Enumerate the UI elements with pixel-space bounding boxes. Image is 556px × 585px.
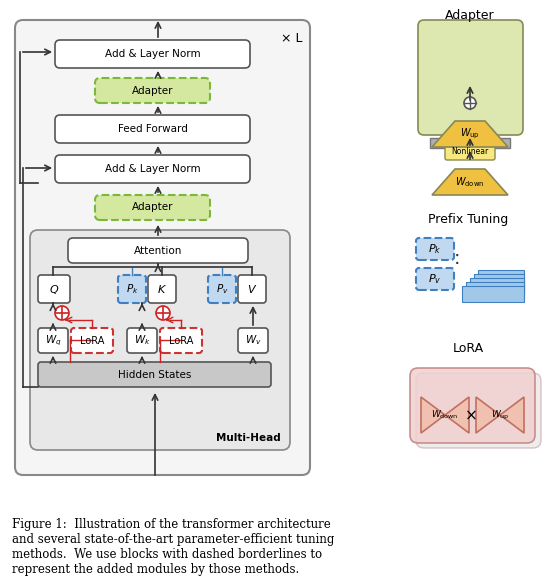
Text: :: :: [454, 249, 460, 267]
FancyBboxPatch shape: [95, 195, 210, 220]
Text: Adapter: Adapter: [132, 202, 173, 212]
Text: $Q$: $Q$: [49, 283, 59, 295]
FancyBboxPatch shape: [416, 238, 454, 260]
Text: Adapter: Adapter: [132, 85, 173, 95]
Text: $\times$: $\times$: [464, 408, 476, 422]
Text: Add & Layer Norm: Add & Layer Norm: [105, 49, 200, 59]
FancyBboxPatch shape: [15, 20, 310, 475]
FancyBboxPatch shape: [68, 238, 248, 263]
Circle shape: [55, 306, 69, 320]
FancyBboxPatch shape: [55, 115, 250, 143]
Text: $P_v$: $P_v$: [216, 282, 229, 296]
FancyBboxPatch shape: [445, 144, 495, 160]
Text: LoRA: LoRA: [453, 342, 484, 355]
FancyBboxPatch shape: [416, 268, 454, 290]
Circle shape: [156, 306, 170, 320]
Polygon shape: [500, 397, 524, 433]
Text: Adapter: Adapter: [445, 9, 495, 22]
FancyBboxPatch shape: [38, 275, 70, 303]
Text: $W_{\mathrm{down}}$: $W_{\mathrm{down}}$: [431, 409, 459, 421]
FancyBboxPatch shape: [410, 368, 535, 443]
FancyBboxPatch shape: [30, 230, 290, 450]
Polygon shape: [445, 397, 469, 433]
Text: $W_{\mathrm{up}}$: $W_{\mathrm{up}}$: [491, 408, 509, 422]
Bar: [470, 278, 524, 294]
FancyBboxPatch shape: [55, 155, 250, 183]
Text: Nonlinear: Nonlinear: [451, 147, 489, 157]
FancyBboxPatch shape: [127, 328, 157, 353]
Text: Add & Layer Norm: Add & Layer Norm: [105, 164, 200, 174]
Text: Feed Forward: Feed Forward: [117, 124, 187, 134]
FancyBboxPatch shape: [38, 362, 271, 387]
Text: Multi-Head: Multi-Head: [216, 433, 280, 443]
FancyBboxPatch shape: [71, 328, 113, 353]
Text: Attention: Attention: [134, 246, 182, 256]
FancyBboxPatch shape: [148, 275, 176, 303]
FancyBboxPatch shape: [38, 328, 68, 353]
FancyBboxPatch shape: [55, 40, 250, 68]
Polygon shape: [432, 169, 508, 195]
Circle shape: [464, 97, 476, 109]
FancyBboxPatch shape: [238, 275, 266, 303]
FancyBboxPatch shape: [418, 20, 523, 135]
Text: $W_v$: $W_v$: [245, 333, 261, 347]
Text: × L: × L: [281, 32, 303, 44]
FancyBboxPatch shape: [95, 78, 210, 103]
Text: LoRA: LoRA: [80, 336, 104, 346]
Text: $K$: $K$: [157, 283, 167, 295]
Text: $W_k$: $W_k$: [133, 333, 150, 347]
Text: LoRA: LoRA: [169, 336, 193, 346]
Bar: [474, 274, 524, 290]
FancyBboxPatch shape: [118, 275, 146, 303]
Polygon shape: [476, 397, 500, 433]
Polygon shape: [432, 121, 508, 147]
Text: $P_k$: $P_k$: [428, 242, 441, 256]
Text: $V$: $V$: [247, 283, 257, 295]
FancyBboxPatch shape: [208, 275, 236, 303]
FancyBboxPatch shape: [160, 328, 202, 353]
FancyBboxPatch shape: [238, 328, 268, 353]
Polygon shape: [421, 397, 445, 433]
Text: Figure 1:  Illustration of the transformer architecture
and several state-of-the: Figure 1: Illustration of the transforme…: [12, 518, 335, 576]
FancyBboxPatch shape: [416, 373, 541, 448]
Text: Prefix Tuning: Prefix Tuning: [428, 214, 508, 226]
Text: $W_q$: $W_q$: [44, 333, 61, 347]
Bar: [462, 286, 524, 302]
Text: $W_{\mathrm{down}}$: $W_{\mathrm{down}}$: [455, 175, 485, 189]
Bar: [430, 138, 510, 148]
Text: $P_v$: $P_v$: [428, 272, 441, 286]
Text: $W_{\mathrm{up}}$: $W_{\mathrm{up}}$: [460, 127, 480, 141]
Bar: [466, 282, 524, 298]
Bar: [478, 270, 524, 286]
Text: $P_k$: $P_k$: [126, 282, 138, 296]
Text: Hidden States: Hidden States: [118, 370, 191, 380]
